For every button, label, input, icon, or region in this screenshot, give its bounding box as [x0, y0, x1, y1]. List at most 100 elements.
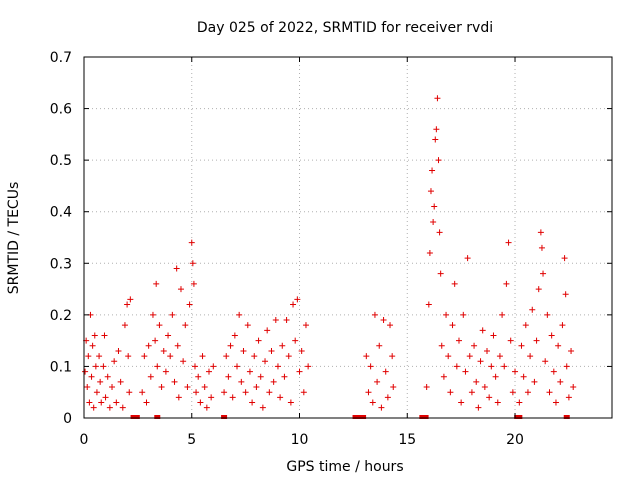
data-point	[436, 229, 443, 236]
data-point	[205, 368, 212, 375]
data-point	[516, 399, 523, 406]
data-point	[234, 363, 241, 370]
data-point	[255, 337, 262, 344]
data-point	[180, 358, 187, 365]
data-point	[481, 384, 488, 391]
data-point	[223, 353, 230, 360]
data-point	[244, 322, 251, 329]
data-point	[89, 342, 96, 349]
data-point	[555, 342, 562, 349]
data-point	[557, 378, 564, 385]
data-point	[488, 363, 495, 370]
data-point	[466, 353, 473, 360]
y-tick-label: 0.3	[50, 256, 72, 272]
data-point	[423, 384, 430, 391]
data-point	[121, 322, 128, 329]
data-point	[165, 332, 172, 339]
data-point	[426, 249, 433, 256]
data-point	[505, 239, 512, 246]
data-point	[184, 384, 191, 391]
data-point	[296, 368, 303, 375]
zero-point	[516, 415, 523, 419]
data-point	[189, 260, 196, 267]
data-point	[302, 322, 309, 329]
data-point	[190, 280, 197, 287]
data-point	[88, 373, 95, 380]
data-point	[365, 389, 372, 396]
data-point	[82, 368, 89, 375]
data-point	[390, 384, 397, 391]
data-point	[559, 322, 566, 329]
data-point	[186, 301, 193, 308]
x-axis-label: GPS time / hours	[286, 459, 403, 475]
data-point	[540, 270, 547, 277]
y-tick-label: 0.7	[50, 50, 72, 66]
data-point	[484, 347, 491, 354]
data-point	[552, 399, 559, 406]
data-point	[153, 280, 160, 287]
x-tick-label: 5	[187, 432, 196, 448]
y-tick-label: 0	[63, 411, 72, 427]
data-point	[546, 389, 553, 396]
data-point	[518, 342, 525, 349]
x-tick-label: 20	[506, 432, 524, 448]
data-point	[279, 342, 286, 349]
data-point	[492, 373, 499, 380]
data-point	[535, 286, 542, 293]
data-point	[507, 337, 514, 344]
data-point	[92, 363, 99, 370]
data-point	[242, 389, 249, 396]
data-point	[143, 399, 150, 406]
data-point	[447, 389, 454, 396]
data-point	[380, 317, 387, 324]
data-point	[544, 311, 551, 318]
data-point	[382, 368, 389, 375]
data-point	[499, 311, 506, 318]
data-point	[175, 394, 182, 401]
data-point	[167, 353, 174, 360]
data-point	[490, 332, 497, 339]
data-point	[378, 404, 385, 411]
data-point	[199, 353, 206, 360]
data-point	[298, 347, 305, 354]
data-point	[527, 353, 534, 360]
zero-point	[133, 415, 140, 419]
data-point	[438, 342, 445, 349]
data-point	[158, 384, 165, 391]
data-point	[270, 378, 277, 385]
data-point	[431, 203, 438, 210]
data-point	[453, 363, 460, 370]
data-point	[512, 368, 519, 375]
data-point	[376, 342, 383, 349]
data-point	[494, 399, 501, 406]
data-point	[425, 301, 432, 308]
data-point	[477, 358, 484, 365]
x-tick-label: 10	[291, 432, 309, 448]
data-point	[455, 337, 462, 344]
data-point	[249, 399, 256, 406]
data-point	[503, 280, 510, 287]
data-point	[85, 353, 92, 360]
data-point	[197, 399, 204, 406]
data-point	[363, 353, 370, 360]
data-point	[201, 384, 208, 391]
data-point	[550, 368, 557, 375]
x-tick-label: 0	[80, 432, 89, 448]
data-point	[443, 311, 450, 318]
data-point	[434, 95, 441, 102]
data-point	[84, 384, 91, 391]
y-tick-label: 0.1	[50, 359, 72, 375]
data-point	[471, 342, 478, 349]
data-point	[548, 332, 555, 339]
data-point	[111, 358, 118, 365]
zero-point	[419, 415, 426, 419]
data-point	[259, 404, 266, 411]
data-point	[565, 394, 572, 401]
axis-ticks: 0 5 10 15 20 0 0.1 0.2 0.3 0.4 0.5 0.6 0.7	[50, 50, 612, 448]
data-point	[253, 384, 260, 391]
data-point	[208, 394, 215, 401]
data-point	[468, 389, 475, 396]
data-point	[283, 317, 290, 324]
data-point	[445, 353, 452, 360]
